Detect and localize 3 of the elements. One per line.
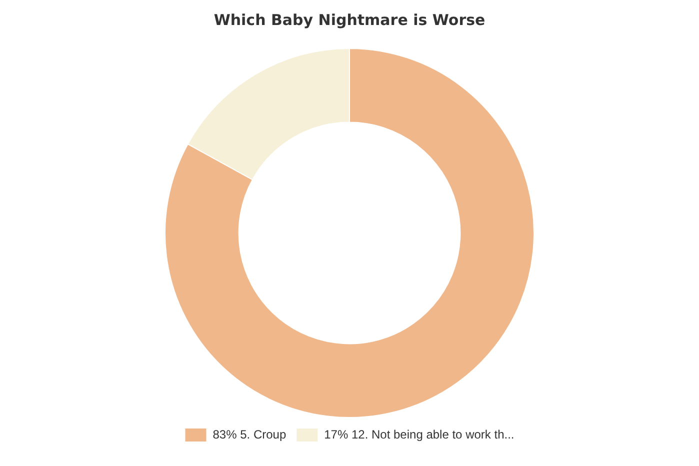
legend-label: 83% 5. Croup <box>212 427 286 442</box>
chart-title: Which Baby Nightmare is Worse <box>214 10 486 29</box>
legend-label: 17% 12. Not being able to work th... <box>324 427 514 442</box>
